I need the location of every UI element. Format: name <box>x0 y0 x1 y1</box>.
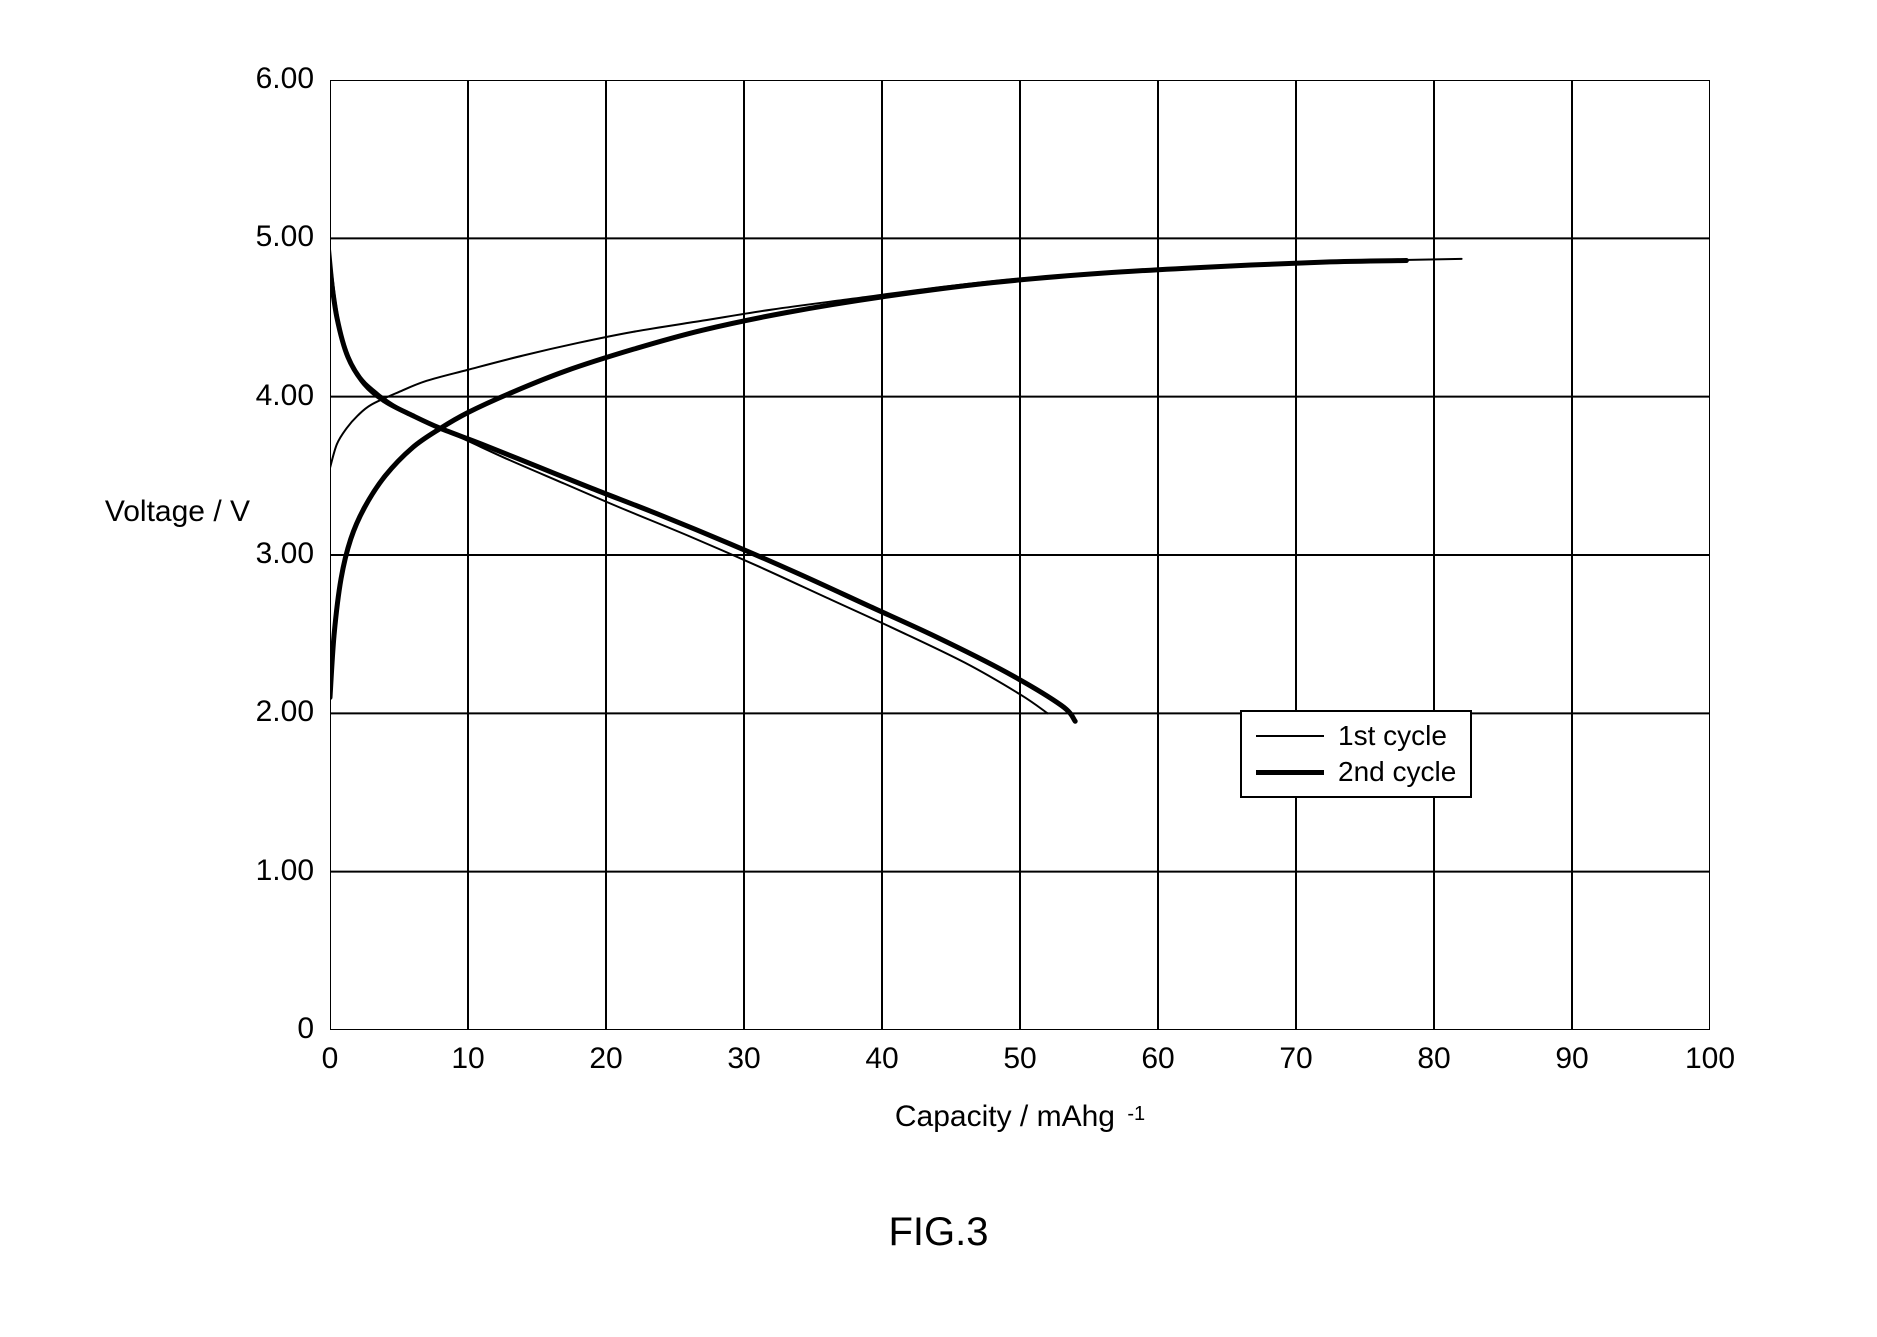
y-tick-label: 3.00 <box>256 537 314 571</box>
chart-plot-area <box>330 80 1710 1030</box>
chart-svg <box>330 80 1710 1030</box>
y-tick-label: 5.00 <box>256 220 314 254</box>
x-tick-label: 10 <box>438 1042 498 1076</box>
x-tick-label: 90 <box>1542 1042 1602 1076</box>
x-tick-label: 0 <box>300 1042 360 1076</box>
figure-caption-text: FIG.3 <box>888 1210 988 1254</box>
x-tick-label: 20 <box>576 1042 636 1076</box>
legend-swatch <box>1256 770 1324 775</box>
x-axis-label-exponent: -1 <box>1127 1103 1145 1125</box>
x-tick-label: 80 <box>1404 1042 1464 1076</box>
x-axis-label-prefix: Capacity / mAhg <box>895 1100 1115 1133</box>
legend-label: 1st cycle <box>1338 720 1447 752</box>
x-tick-label: 70 <box>1266 1042 1326 1076</box>
y-tick-label: 6.00 <box>256 62 314 96</box>
figure-caption: FIG.3 <box>0 1210 1877 1255</box>
x-tick-label: 40 <box>852 1042 912 1076</box>
legend-label: 2nd cycle <box>1338 756 1456 788</box>
x-tick-label: 50 <box>990 1042 1050 1076</box>
x-tick-label: 60 <box>1128 1042 1188 1076</box>
y-tick-label: 0 <box>297 1012 314 1046</box>
legend-item: 2nd cycle <box>1256 754 1456 790</box>
y-tick-label: 4.00 <box>256 379 314 413</box>
y-tick-label: 2.00 <box>256 695 314 729</box>
figure-page: Voltage / V 0 1.00 2.00 3.00 4.00 5.00 6.00 0 1… <box>0 0 1877 1337</box>
x-axis-label: Capacity / mAhg -1 <box>330 1100 1710 1134</box>
y-tick-label: 1.00 <box>256 854 314 888</box>
legend-item: 1st cycle <box>1256 718 1456 754</box>
legend: 1st cycle 2nd cycle <box>1240 710 1472 798</box>
x-tick-label: 30 <box>714 1042 774 1076</box>
y-axis-label: Voltage / V <box>40 495 250 529</box>
legend-swatch <box>1256 735 1324 737</box>
x-tick-label: 100 <box>1680 1042 1740 1076</box>
y-axis-label-text: Voltage / V <box>105 495 250 528</box>
